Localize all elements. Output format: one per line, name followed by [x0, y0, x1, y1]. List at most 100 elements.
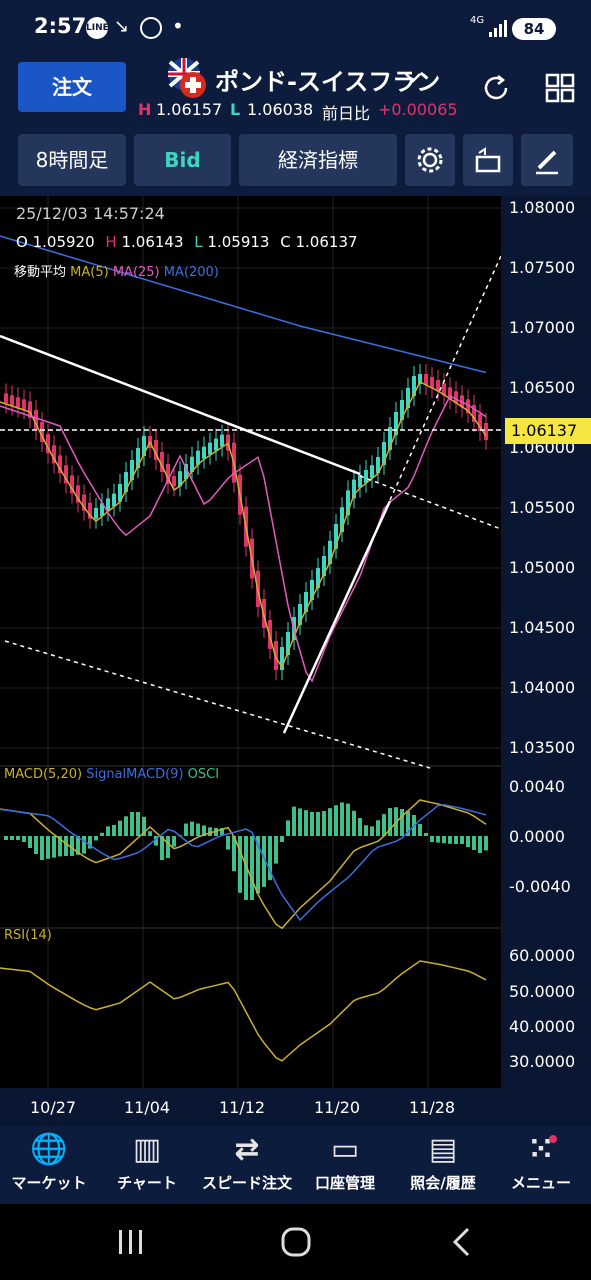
candle-body — [376, 457, 380, 474]
nav-account[interactable]: ▭ 口座管理 — [296, 1128, 394, 1193]
layout-grid-icon[interactable] — [544, 72, 576, 104]
osci-bar — [40, 836, 44, 860]
candle-body — [436, 380, 440, 392]
timeframe-button[interactable]: 8時間足 — [18, 134, 126, 186]
date-tick: 11/04 — [124, 1098, 171, 1117]
candle-body — [370, 465, 374, 478]
osci-bar — [124, 816, 128, 836]
osci-bar — [316, 812, 320, 836]
settings-button[interactable] — [405, 134, 455, 186]
osci-bar — [232, 836, 236, 872]
osci-bar — [280, 836, 284, 842]
candle-body — [40, 422, 44, 442]
price-tick: 1.05000 — [509, 558, 576, 577]
recent-apps-icon[interactable] — [116, 1228, 146, 1256]
back-icon[interactable] — [450, 1226, 474, 1258]
osci-bar — [484, 836, 488, 851]
notification-dot — [549, 1135, 557, 1143]
candle-body — [136, 448, 140, 468]
osci-bar — [238, 836, 242, 893]
high-label: H — [105, 233, 117, 251]
drawing-button[interactable] — [521, 134, 573, 186]
osci-bar — [478, 836, 482, 853]
candle-body — [406, 388, 410, 408]
gear-icon — [417, 147, 443, 173]
date-tick: 11/20 — [314, 1098, 361, 1117]
change-value: +0.00065 — [378, 100, 458, 119]
nav-speed-order[interactable]: ⇄ スピード注文 — [196, 1128, 298, 1193]
candle-body — [10, 395, 14, 406]
osci-bar — [172, 836, 176, 847]
order-button[interactable]: 注文 — [18, 62, 126, 112]
high-value: 1.06143 — [121, 233, 184, 251]
candle-body — [100, 503, 104, 516]
ma5-line — [0, 380, 487, 669]
trend-line-dashed — [4, 640, 431, 769]
nav-market[interactable]: 🌐 マーケット — [0, 1128, 98, 1193]
chevron-down-icon[interactable] — [402, 66, 424, 88]
candle-body — [478, 414, 482, 431]
chart-area[interactable] — [0, 196, 501, 1088]
economic-indicators-button[interactable]: 経済指標 — [239, 134, 397, 186]
candle-body — [70, 475, 74, 494]
osci-bar — [196, 823, 200, 836]
candle-body — [178, 471, 182, 487]
osci-bar — [220, 828, 224, 836]
more-notifications-icon: • — [172, 14, 184, 38]
trend-line-dashed — [359, 475, 501, 530]
candle-body — [310, 580, 314, 600]
osci-bar — [274, 836, 278, 864]
candle-body — [358, 474, 362, 488]
osci-bar — [430, 836, 434, 842]
orientation-button[interactable] — [463, 134, 513, 186]
macd-label: MACD(5,20) — [4, 767, 83, 782]
candle-body — [418, 374, 422, 384]
low-value: 1.05913 — [207, 233, 270, 251]
osci-bar — [460, 836, 464, 844]
home-icon[interactable] — [280, 1226, 312, 1258]
osci-bar — [346, 803, 350, 836]
osci-bar — [208, 827, 212, 836]
macd-tick: 0.0040 — [509, 777, 565, 796]
candle-body — [88, 502, 92, 519]
currency-pair-title[interactable]: ポンド-スイスフラン — [215, 68, 441, 96]
osci-bar — [256, 836, 260, 894]
refresh-icon[interactable] — [480, 72, 512, 104]
rsi-legend: RSI(14) — [4, 928, 52, 943]
osci-bar — [262, 836, 266, 887]
nav-label: マーケット — [11, 1174, 87, 1192]
osci-bar — [250, 836, 254, 900]
osci-bar — [400, 809, 404, 836]
close-value: 1.06137 — [295, 233, 358, 251]
osci-bar — [154, 836, 158, 846]
candle-body — [400, 400, 404, 420]
osci-bar — [112, 824, 116, 836]
osci-bar — [298, 808, 302, 836]
osci-bar — [64, 836, 68, 856]
osci-bar — [466, 836, 470, 847]
osci-bar — [82, 836, 86, 854]
candle-body — [304, 592, 308, 612]
bid-button[interactable]: Bid — [134, 134, 231, 186]
rsi-tick: 50.0000 — [509, 982, 576, 1001]
price-tick: 1.07500 — [509, 258, 576, 277]
price-tick: 1.03500 — [509, 738, 576, 757]
candle-body — [76, 485, 80, 503]
candle-body — [160, 452, 164, 472]
ma200-legend: MA(200) — [163, 265, 219, 280]
pencil-icon — [536, 150, 558, 175]
macd-tick: 0.0000 — [509, 827, 565, 846]
candle-body — [184, 464, 188, 480]
low-label: L — [194, 233, 203, 251]
osci-bar — [166, 836, 170, 859]
candle-body — [334, 524, 338, 549]
candle-body — [364, 470, 368, 483]
nav-chart[interactable]: ▥ チャート — [98, 1128, 196, 1193]
macd-line — [0, 799, 487, 930]
candle-body — [328, 540, 332, 564]
candle-body — [52, 445, 56, 464]
nav-history[interactable]: ▤ 照会/履歴 — [394, 1128, 492, 1193]
nav-menu[interactable]: ⁙ メニュー — [492, 1128, 590, 1193]
osci-bar — [286, 820, 290, 836]
price-chart[interactable] — [0, 196, 501, 1088]
